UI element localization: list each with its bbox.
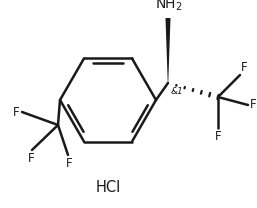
Text: F: F [215, 130, 221, 143]
Text: HCl: HCl [95, 181, 121, 196]
Text: &1: &1 [171, 87, 184, 96]
Text: F: F [250, 99, 257, 111]
Polygon shape [166, 18, 170, 83]
Text: F: F [66, 157, 72, 170]
Text: NH$_2$: NH$_2$ [155, 0, 183, 13]
Text: F: F [28, 152, 34, 165]
Text: F: F [241, 61, 248, 74]
Text: F: F [13, 105, 20, 119]
